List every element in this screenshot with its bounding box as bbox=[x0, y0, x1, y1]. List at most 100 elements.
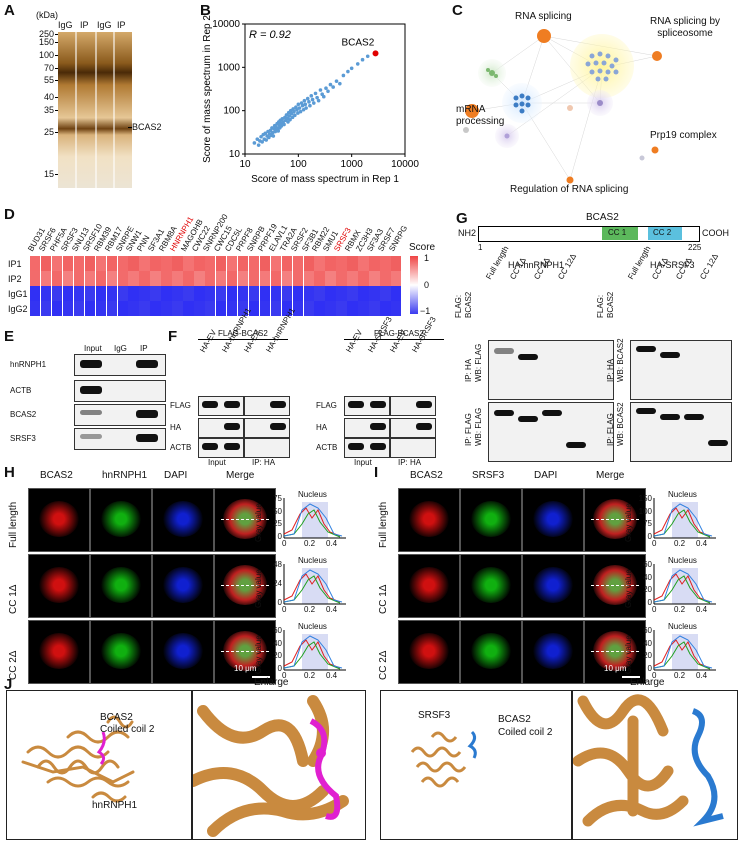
panelI-x-tick: 0 bbox=[652, 539, 657, 548]
panelH-profile-plot bbox=[283, 498, 346, 539]
heatmap-cell bbox=[248, 271, 260, 286]
panelH-y-tick: 24 bbox=[273, 579, 282, 588]
f-row-label: ACTB bbox=[170, 443, 192, 452]
y-tick-label: 10000 bbox=[212, 19, 240, 30]
j-left-bcas2: BCAS2 bbox=[100, 712, 133, 723]
heatmap-cell bbox=[216, 256, 227, 271]
data-point bbox=[285, 116, 290, 121]
e-blot-strip bbox=[74, 404, 166, 426]
g-domain-bar bbox=[478, 226, 700, 242]
heatmap-cell bbox=[281, 271, 293, 286]
panel-label-b: B bbox=[200, 2, 211, 19]
e-row-label: SRSF3 bbox=[10, 434, 36, 443]
data-point bbox=[334, 79, 339, 83]
g-row-label: WB: BCAS2 bbox=[616, 402, 625, 446]
g-cc1-domain bbox=[602, 227, 638, 240]
e-blot-strip bbox=[74, 428, 166, 450]
heatmap-cell bbox=[369, 271, 380, 286]
heatmap-cell bbox=[205, 286, 216, 301]
e-header-ip: IP bbox=[140, 344, 148, 353]
f-band bbox=[224, 443, 240, 450]
panelI-col-label: DAPI bbox=[534, 470, 558, 481]
panelI-y-tick: 40 bbox=[643, 638, 652, 648]
panelH-y-tick: 50 bbox=[273, 506, 282, 516]
heatmap-cell bbox=[336, 256, 347, 271]
e-row-label: ACTB bbox=[10, 386, 32, 395]
f-band bbox=[370, 401, 386, 408]
f-group-input: Input bbox=[354, 458, 372, 467]
marker-tick bbox=[55, 174, 58, 175]
j-right-structure bbox=[410, 730, 477, 788]
heatmap-cell bbox=[237, 286, 249, 301]
panelH-profile-plot bbox=[283, 564, 346, 605]
heatmap-cell bbox=[84, 256, 96, 271]
heatmap bbox=[30, 256, 402, 316]
data-point bbox=[264, 138, 269, 142]
heatmap-cell bbox=[172, 271, 183, 286]
y-tick-label: 100 bbox=[223, 106, 240, 117]
heatmap-cell bbox=[51, 271, 63, 286]
data-point bbox=[331, 85, 335, 89]
data-point bbox=[297, 106, 302, 110]
heatmap-cell bbox=[358, 271, 369, 286]
g-row-label: IP: FLAG bbox=[464, 413, 473, 446]
lane-label-igg-2: IgG bbox=[97, 20, 112, 30]
g-band bbox=[708, 440, 728, 446]
panelH-col-label: hnRNPH1 bbox=[102, 470, 148, 481]
panelH-col-label: DAPI bbox=[164, 470, 188, 481]
heatmap-cell bbox=[40, 286, 52, 301]
heatmap-cell bbox=[380, 256, 391, 271]
panelH-y-tick: 75 bbox=[273, 494, 282, 503]
panelH-plot-title: Nucleus bbox=[298, 556, 327, 565]
panelI-profile-plot bbox=[653, 498, 716, 539]
plot-frame bbox=[244, 23, 406, 155]
gel-lane-divider-2 bbox=[95, 32, 97, 188]
heatmap-cell bbox=[117, 271, 128, 286]
panelH-image bbox=[90, 488, 152, 552]
panelH-x-tick: 0.4 bbox=[326, 605, 338, 614]
heatmap-cell bbox=[161, 286, 172, 301]
g-cc1-label: CC 1 bbox=[608, 228, 627, 237]
marker-tick bbox=[55, 68, 58, 69]
panelI-image bbox=[522, 488, 584, 552]
heatmap-cell bbox=[336, 286, 347, 301]
j-right-coil: Coiled coil 2 bbox=[498, 727, 553, 738]
heatmap-cell bbox=[84, 271, 96, 286]
j-right-enlarge-structure bbox=[573, 694, 724, 827]
g-protein-name: BCAS2 bbox=[586, 212, 619, 223]
heatmap-cell bbox=[161, 301, 172, 316]
heatmap-cell bbox=[347, 301, 358, 316]
y-tick-label: 10 bbox=[229, 149, 241, 160]
legend-tick-neg1: −1 bbox=[420, 306, 431, 316]
marker-tick bbox=[55, 42, 58, 43]
f-lane-label: HA-EV bbox=[344, 328, 365, 354]
j-left-enlarge-structure bbox=[193, 695, 349, 837]
heatmap-cell bbox=[314, 286, 325, 301]
panel-label-j: J bbox=[4, 676, 13, 693]
data-point bbox=[346, 69, 350, 74]
e-row-label: BCAS2 bbox=[10, 410, 37, 419]
heatmap-cell bbox=[183, 271, 194, 286]
label-rna-splicing-spliceosome: RNA splicing by spliceosome bbox=[649, 16, 721, 39]
x-axis-label: Score of mass spectrum in Rep 1 bbox=[251, 174, 399, 185]
e-blot-strip bbox=[74, 354, 166, 376]
panelI-plot-title: Nucleus bbox=[668, 556, 697, 565]
panelI-col-label: BCAS2 bbox=[410, 470, 443, 481]
g-row-label: IP: FLAG bbox=[606, 413, 615, 446]
legend-tick-0: 0 bbox=[424, 280, 430, 290]
e-band bbox=[136, 410, 158, 418]
panelH-line-scan bbox=[221, 519, 269, 520]
heatmap-cell bbox=[391, 301, 402, 316]
panelH-cell-signal bbox=[101, 501, 141, 537]
marker-label: 25 bbox=[43, 127, 54, 137]
f-band bbox=[416, 401, 432, 408]
node-prp19-complex bbox=[651, 146, 659, 154]
lane-label-igg-1: IgG bbox=[58, 20, 73, 30]
heatmap-cell bbox=[161, 271, 172, 286]
panelH-y-tick: 25 bbox=[273, 519, 282, 529]
heatmap-cell bbox=[391, 256, 402, 271]
panel-label-a: A bbox=[4, 2, 15, 19]
panelH-image bbox=[152, 554, 214, 618]
f-band bbox=[224, 423, 240, 430]
